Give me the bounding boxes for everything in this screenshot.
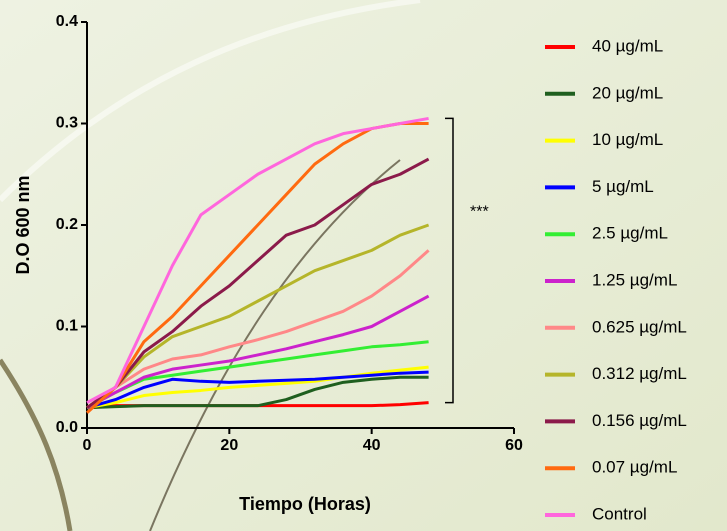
y-tick-label: 0.0 <box>56 419 78 436</box>
y-axis-title: D.O 600 nm <box>13 175 33 274</box>
legend-label: 40 µg/mL <box>592 36 663 55</box>
y-tick-label: 0.1 <box>56 318 78 335</box>
x-axis-title: Tiempo (Horas) <box>239 494 371 514</box>
legend-label: 5 µg/mL <box>592 177 654 196</box>
legend-label: 1.25 µg/mL <box>592 270 677 289</box>
x-tick-label: 20 <box>220 437 238 454</box>
legend-label: 0.312 µg/mL <box>592 364 687 383</box>
x-tick-label: 40 <box>363 437 381 454</box>
legend-label: 0.625 µg/mL <box>592 317 687 336</box>
legend-label: Control <box>592 504 647 523</box>
legend-label: 0.07 µg/mL <box>592 458 677 477</box>
y-tick-label: 0.2 <box>56 216 78 233</box>
legend-label: 2.5 µg/mL <box>592 224 668 243</box>
legend-label: 0.156 µg/mL <box>592 411 687 430</box>
annotation: *** <box>470 204 489 221</box>
x-tick-label: 60 <box>505 437 523 454</box>
legend-label: 20 µg/mL <box>592 83 663 102</box>
x-tick-label: 0 <box>83 437 92 454</box>
y-tick-label: 0.3 <box>56 115 78 132</box>
chart: Tiempo (Horas) D.O 600 nm 0.0 0.1 0.2 0.3 0.… <box>0 0 727 531</box>
legend-label: 10 µg/mL <box>592 130 663 149</box>
y-tick-label: 0.4 <box>56 13 78 30</box>
